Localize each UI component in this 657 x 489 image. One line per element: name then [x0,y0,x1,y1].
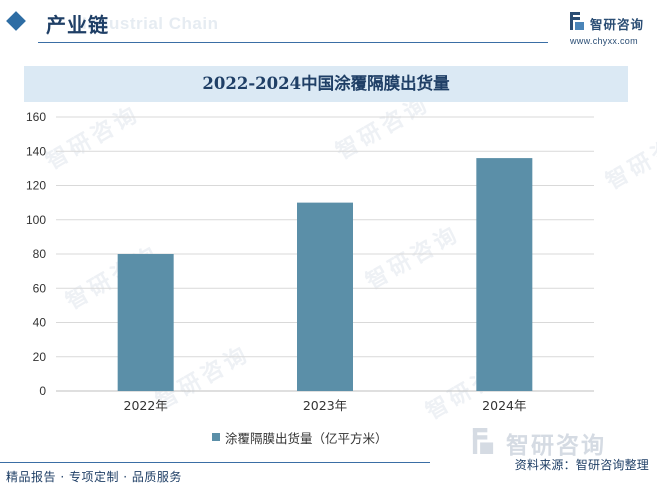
footer-logo-icon [472,428,494,454]
y-tick-label: 80 [33,247,47,261]
y-tick-label: 20 [33,350,47,364]
brand-url: www.chyxx.com [570,36,638,46]
bar [297,202,353,391]
footer-divider [0,462,430,463]
y-tick-label: 120 [26,179,46,193]
diamond-icon [6,11,26,31]
footer-brand-watermark: 智研咨询 [506,433,606,459]
chart-legend: 涂覆隔膜出货量（亿平方米） [212,428,388,446]
chart-title-bar: 2022-2024中国涂覆隔膜出货量 [24,66,628,102]
data-source: 资料来源：智研咨询整理 [514,458,649,472]
y-tick-label: 40 [33,316,47,330]
page-header: Industrial Chain 产业链 智研咨询 www.chyxx.com [0,0,657,48]
y-tick-label: 100 [26,213,46,227]
header-divider [38,42,548,43]
x-tick-label: 2024年 [482,398,526,413]
y-tick-label: 140 [26,144,46,158]
header-ghost-text: Industrial Chain [82,14,219,33]
brand-name: 智研咨询 [590,17,645,32]
y-tick-label: 0 [39,384,46,398]
section-title: 产业链 [46,13,109,37]
y-tick-label: 60 [33,281,47,295]
y-tick-label: 160 [26,110,46,124]
x-tick-label: 2023年 [303,398,347,413]
footer-tagline: 精品报告 · 专项定制 · 品质服务 [6,470,182,484]
chart-title: 2022-2024中国涂覆隔膜出货量 [202,74,450,93]
bar-chart: 0 20 40 60 80 100 120 140 160 2022年 2023年 2024年 [26,110,594,413]
legend-swatch [212,433,220,441]
bar [476,158,533,391]
bar [117,254,174,391]
legend-label: 涂覆隔膜出货量（亿平方米） [225,430,388,446]
brand-logo-icon [570,12,584,30]
x-tick-label: 2022年 [124,398,168,413]
